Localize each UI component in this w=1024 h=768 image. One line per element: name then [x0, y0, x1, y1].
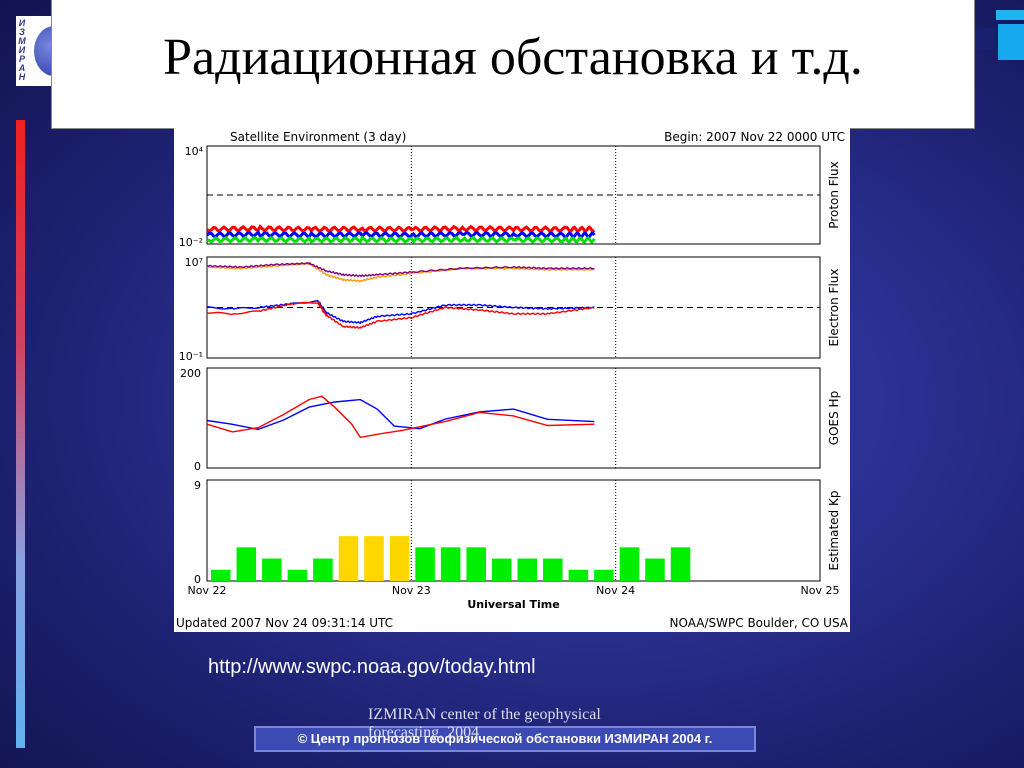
kp-bar	[645, 558, 665, 581]
updated-label: Updated 2007 Nov 24 09:31:14 UTC	[176, 616, 393, 630]
kp-bar	[594, 569, 614, 581]
x-tick-label: Nov 23	[392, 584, 431, 597]
y-tick-bottom: 0	[194, 573, 201, 586]
source-label: NOAA/SWPC Boulder, CO USA	[670, 616, 849, 630]
y-tick-bottom: 0	[194, 460, 201, 473]
y-tick-bottom: 10⁻²	[179, 236, 203, 249]
begin-label: Begin: 2007 Nov 22 0000 UTC	[664, 130, 845, 144]
series-line-0-1	[206, 229, 596, 239]
copyright-bar: © Центр прогнозов геофизической обстанов…	[254, 726, 756, 752]
corner-decoration	[974, 10, 1024, 60]
panel-ylabel: Electron Flux	[827, 269, 841, 347]
panel-ylabel: Estimated Kp	[827, 491, 841, 571]
kp-bar	[338, 536, 359, 581]
source-url[interactable]: http://www.swpc.noaa.gov/today.html	[208, 656, 536, 678]
panel-ylabel: GOES Hp	[827, 391, 841, 445]
kp-bar	[415, 547, 435, 581]
kp-bar	[313, 558, 333, 581]
chart-svg: Satellite Environment (3 day) Begin: 2007…	[176, 130, 849, 630]
title-box: Радиационная обстановка и т.д.	[52, 0, 974, 128]
logo-text: ИЗМИРАН	[17, 18, 27, 81]
izmiran-overlay-text: IZMIRAN center of the geophysical foreca…	[368, 706, 601, 741]
series-line-1-0	[206, 261, 595, 283]
y-tick-top: 9	[194, 479, 201, 492]
series-line-0-0	[205, 224, 596, 234]
series-line-1-2	[206, 299, 595, 325]
kp-bar	[236, 547, 257, 581]
x-axis-label: Universal Time	[467, 598, 559, 611]
kp-bar	[670, 547, 691, 581]
panel-ylabel: Proton Flux	[827, 161, 841, 228]
kp-bar	[517, 558, 538, 581]
slide-title: Радиационная обстановка и т.д.	[163, 29, 863, 86]
series-line-2-0	[206, 398, 595, 431]
kp-bar	[466, 547, 486, 581]
x-tick-label: Nov 22	[188, 584, 227, 597]
kp-bar	[440, 547, 461, 581]
x-tick-label: Nov 24	[596, 584, 635, 597]
satellite-environment-chart: Satellite Environment (3 day) Begin: 2007…	[174, 128, 850, 632]
kp-bar	[543, 558, 563, 581]
y-tick-top: 10⁷	[185, 256, 203, 269]
series-line-1-3	[206, 301, 595, 330]
kp-bar	[262, 558, 282, 581]
series-line-2-1	[206, 395, 595, 439]
chart-title: Satellite Environment (3 day)	[230, 130, 406, 144]
kp-bar	[619, 547, 640, 581]
series-line-0-2	[206, 235, 596, 245]
kp-bar	[389, 536, 410, 581]
kp-bar	[211, 569, 231, 581]
y-tick-top: 10⁴	[185, 145, 204, 158]
panel-frame-3	[206, 479, 821, 582]
kp-bar	[287, 569, 308, 581]
izmiran-logo: ИЗМИРАН	[16, 16, 74, 86]
kp-bar	[491, 558, 512, 581]
x-tick-label: Nov 25	[801, 584, 840, 597]
left-gradient-bar	[16, 120, 25, 748]
series-line-1-1	[206, 261, 595, 278]
copyright-text: © Центр прогнозов геофизической обстанов…	[297, 731, 713, 746]
y-tick-bottom: 10⁻¹	[179, 350, 203, 363]
y-tick-top: 200	[180, 367, 201, 380]
kp-bar	[364, 536, 384, 581]
panel-frame-2	[206, 367, 821, 469]
kp-bar	[568, 569, 589, 581]
